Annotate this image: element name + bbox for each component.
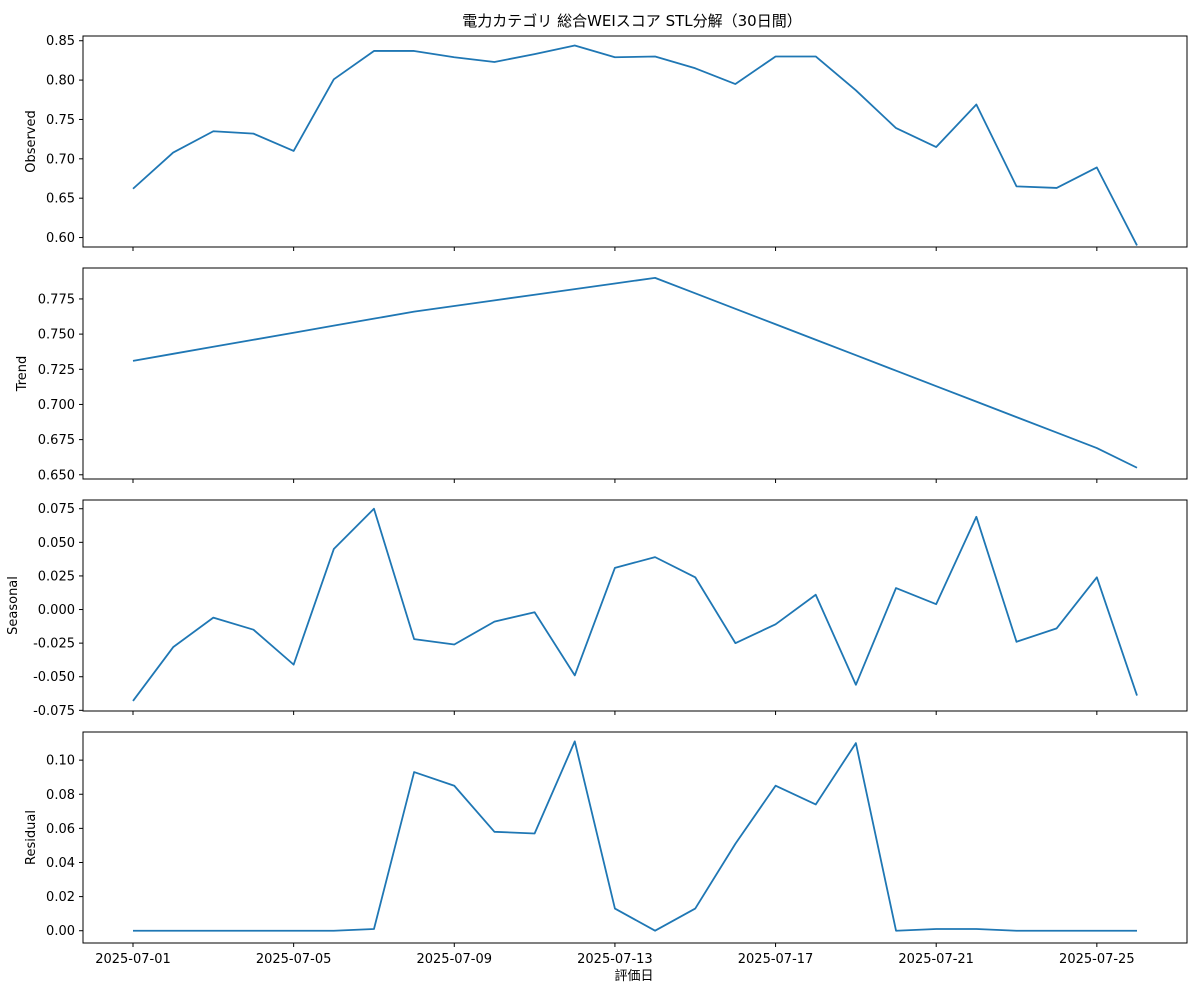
y-tick-label: 0.10 <box>46 754 75 769</box>
x-tick-label: 2025-07-17 <box>738 952 814 967</box>
panel-seasonal: -0.075 -0.050 -0.025 0.000 0.025 0.050 0.075 Se… <box>6 499 1188 719</box>
y-tick-label: 0.700 <box>38 398 75 413</box>
y-tick-label: 0.075 <box>38 502 75 517</box>
y-tick-label: 0.70 <box>46 152 75 167</box>
x-tick-label: 2025-07-13 <box>577 952 653 967</box>
y-tick-label: 0.000 <box>38 603 75 618</box>
panel-observed: 0.60 0.65 0.70 0.75 0.80 0.85 Observed <box>24 34 1188 251</box>
panel-frame <box>82 267 1188 480</box>
y-tick-label: 0.675 <box>38 433 75 448</box>
y-tick-label: -0.075 <box>33 704 75 719</box>
series-line-residual <box>133 740 1137 932</box>
y-tick-label: 0.02 <box>46 890 75 905</box>
x-tick-label: 2025-07-01 <box>95 952 171 967</box>
y-tick-label: 0.80 <box>46 74 75 89</box>
x-tick-label: 2025-07-21 <box>898 952 974 967</box>
x-tick-label: 2025-07-05 <box>256 952 332 967</box>
x-tick-label: 2025-07-25 <box>1059 952 1135 967</box>
y-tick-label: 0.00 <box>46 924 75 939</box>
panel-residual: 0.00 0.02 0.04 0.06 0.08 0.10 Residual 2025-07-… <box>24 731 1188 967</box>
x-tick-label: 2025-07-09 <box>416 952 492 967</box>
series-line-observed <box>132 44 1138 246</box>
y-tick-label: 0.75 <box>46 113 75 128</box>
y-axis-label: Trend <box>15 356 30 393</box>
series-line-trend <box>132 276 1138 469</box>
y-tick-label: 0.04 <box>46 856 75 871</box>
y-tick-label: 0.65 <box>46 192 75 207</box>
y-tick-label: 0.750 <box>38 328 75 343</box>
y-tick-label: 0.60 <box>46 231 75 246</box>
y-tick-label: 0.775 <box>38 292 75 307</box>
y-axis-label: Seasonal <box>6 576 21 635</box>
y-tick-label: 0.08 <box>46 788 75 803</box>
panel-frame <box>82 35 1188 248</box>
y-tick-label: -0.050 <box>33 670 75 685</box>
panel-frame <box>82 499 1188 712</box>
y-tick-label: 0.050 <box>38 536 75 551</box>
y-axis-label: Residual <box>24 810 39 865</box>
series-line-seasonal <box>132 507 1138 702</box>
y-axis-label: Observed <box>24 110 39 173</box>
y-tick-label: 0.025 <box>38 569 75 584</box>
y-tick-label: 0.650 <box>38 468 75 483</box>
y-tick-label: -0.025 <box>33 637 75 652</box>
y-tick-label: 0.725 <box>38 363 75 378</box>
chart-title: 電力カテゴリ 総合WEIスコア STL分解（30日間） <box>462 12 801 30</box>
panel-trend: 0.650 0.675 0.700 0.725 0.750 0.775 Trend <box>15 267 1188 483</box>
panel-frame <box>82 731 1188 944</box>
x-axis-label: 評価日 <box>614 969 653 984</box>
y-tick-label: 0.06 <box>46 822 75 837</box>
y-tick-label: 0.85 <box>46 34 75 49</box>
